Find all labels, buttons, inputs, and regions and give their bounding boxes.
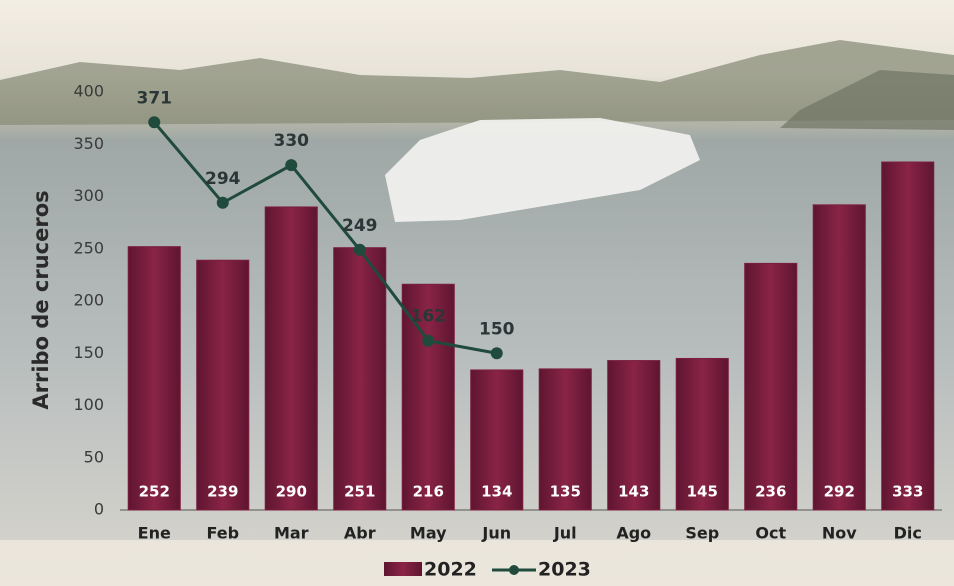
bar-value-label: 239 bbox=[207, 483, 238, 501]
x-tick-label: Ene bbox=[138, 524, 171, 543]
line-point bbox=[422, 334, 435, 347]
bar-value-label: 290 bbox=[276, 483, 307, 501]
bar bbox=[538, 368, 592, 511]
line bbox=[153, 121, 498, 355]
y-tick-label: 100 bbox=[73, 395, 104, 414]
y-tick-label: 150 bbox=[73, 343, 104, 362]
x-tick-label: Sep bbox=[685, 524, 719, 543]
x-tick-label: May bbox=[410, 524, 447, 543]
bar bbox=[812, 204, 866, 511]
line-point bbox=[490, 347, 503, 360]
legend-swatch bbox=[384, 562, 422, 576]
ship bbox=[385, 118, 700, 222]
y-tick-label: 300 bbox=[73, 186, 104, 205]
bar-value-label: 135 bbox=[550, 483, 581, 501]
bar-value-label: 251 bbox=[344, 483, 375, 501]
bar-value-label: 145 bbox=[687, 483, 718, 501]
point-value-label: 330 bbox=[274, 131, 310, 151]
y-axis-label: Arribo de cruceros bbox=[29, 190, 53, 409]
bar bbox=[401, 283, 455, 511]
x-tick-label: Ago bbox=[616, 524, 651, 543]
y-tick-label: 0 bbox=[94, 500, 104, 519]
legend-swatch bbox=[509, 565, 519, 575]
bar bbox=[607, 360, 661, 511]
y-tick-label: 200 bbox=[73, 291, 104, 310]
bar-value-label: 216 bbox=[413, 483, 444, 501]
x-tick-label: Abr bbox=[344, 524, 376, 543]
bar bbox=[675, 357, 729, 511]
mountains bbox=[780, 70, 954, 130]
point-value-label: 162 bbox=[411, 307, 447, 327]
legend-label: 2022 bbox=[424, 559, 477, 581]
line-point bbox=[216, 196, 229, 209]
x-tick-label: Dic bbox=[894, 524, 922, 543]
bar-value-label: 134 bbox=[481, 483, 512, 501]
bar bbox=[333, 247, 387, 511]
x-tick-label: Mar bbox=[274, 524, 309, 543]
point-value-label: 249 bbox=[342, 216, 378, 236]
y-tick-label: 250 bbox=[73, 238, 104, 257]
point-value-label: 150 bbox=[479, 319, 515, 339]
bar bbox=[196, 259, 250, 511]
y-tick-label: 50 bbox=[84, 447, 104, 466]
point-value-label: 371 bbox=[137, 88, 173, 108]
bar bbox=[744, 262, 798, 511]
line-point bbox=[148, 116, 161, 129]
x-tick-label: Feb bbox=[206, 524, 239, 543]
x-tick-label: Nov bbox=[822, 524, 857, 543]
line-point bbox=[285, 159, 298, 172]
mountains bbox=[0, 40, 954, 125]
x-tick-label: Oct bbox=[755, 524, 786, 543]
bar bbox=[127, 246, 181, 511]
bar bbox=[264, 206, 318, 511]
x-tick-label: Jul bbox=[553, 524, 577, 543]
bar-value-label: 333 bbox=[892, 483, 923, 501]
footer-band bbox=[0, 540, 954, 586]
bar-value-label: 143 bbox=[618, 483, 649, 501]
bar-value-label: 236 bbox=[755, 483, 786, 501]
bar-value-label: 292 bbox=[824, 483, 855, 501]
point-value-label: 294 bbox=[205, 169, 241, 189]
legend-label: 2023 bbox=[538, 559, 591, 581]
bar bbox=[470, 369, 524, 511]
y-tick-label: 400 bbox=[73, 82, 104, 101]
y-tick-label: 350 bbox=[73, 134, 104, 153]
line-point bbox=[353, 243, 366, 256]
bar bbox=[881, 161, 935, 511]
x-tick-label: Jun bbox=[481, 524, 511, 543]
bar-value-label: 252 bbox=[139, 483, 170, 501]
